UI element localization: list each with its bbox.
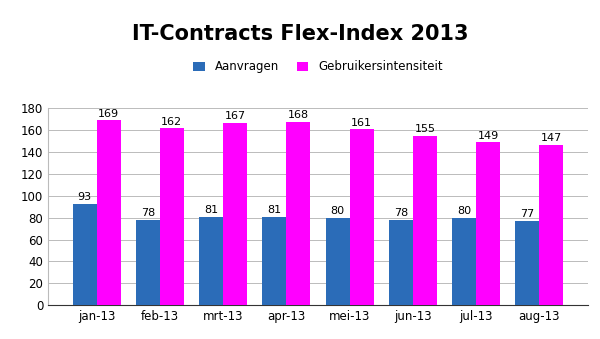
Bar — [223, 123, 247, 305]
Bar — [326, 218, 350, 305]
Bar — [97, 120, 121, 305]
Text: IT-Contracts Flex-Index 2013: IT-Contracts Flex-Index 2013 — [132, 24, 468, 44]
Bar — [262, 217, 286, 305]
Text: 155: 155 — [415, 124, 436, 134]
Text: 78: 78 — [394, 208, 408, 218]
Text: 167: 167 — [224, 111, 245, 121]
Bar — [476, 142, 500, 305]
Text: 169: 169 — [98, 109, 119, 119]
Text: 77: 77 — [520, 210, 535, 219]
Bar — [413, 136, 437, 305]
Bar — [350, 129, 374, 305]
Text: 147: 147 — [541, 133, 562, 143]
Text: 168: 168 — [288, 110, 309, 120]
Text: 93: 93 — [77, 192, 92, 202]
Bar — [286, 122, 310, 305]
Bar — [452, 218, 476, 305]
Bar — [389, 220, 413, 305]
Text: 162: 162 — [161, 117, 182, 126]
Legend: Aanvragen, Gebruikersintensiteit: Aanvragen, Gebruikersintensiteit — [189, 55, 447, 78]
Text: 81: 81 — [204, 205, 218, 215]
Text: 78: 78 — [141, 208, 155, 218]
Bar — [515, 221, 539, 305]
Text: 80: 80 — [457, 206, 471, 216]
Bar — [73, 203, 97, 305]
Bar — [199, 217, 223, 305]
Text: 161: 161 — [351, 118, 372, 127]
Text: 81: 81 — [267, 205, 281, 215]
Bar — [160, 128, 184, 305]
Bar — [136, 220, 160, 305]
Text: 149: 149 — [478, 131, 499, 141]
Text: 80: 80 — [331, 206, 344, 216]
Bar — [539, 144, 563, 305]
